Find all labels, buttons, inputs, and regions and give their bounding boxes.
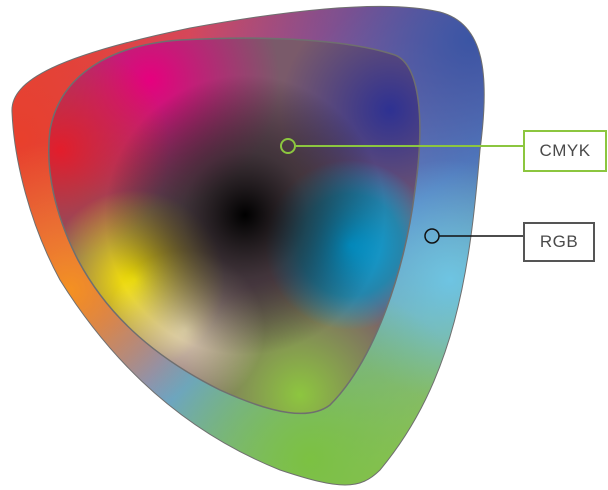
cmyk-callout	[280, 138, 523, 154]
rgb-callout	[424, 228, 523, 244]
rgb-label: RGB	[539, 232, 579, 251]
cmyk-label: CMYK	[539, 141, 591, 160]
rgb-gamut-outline	[11, 5, 485, 486]
cmyk-gamut-outline	[47, 37, 421, 415]
rgb-callout-marker	[424, 228, 440, 244]
cmyk-label-box: CMYK	[523, 130, 607, 172]
cmyk-callout-marker	[280, 138, 296, 154]
rgb-label-box: RGB	[523, 222, 595, 262]
